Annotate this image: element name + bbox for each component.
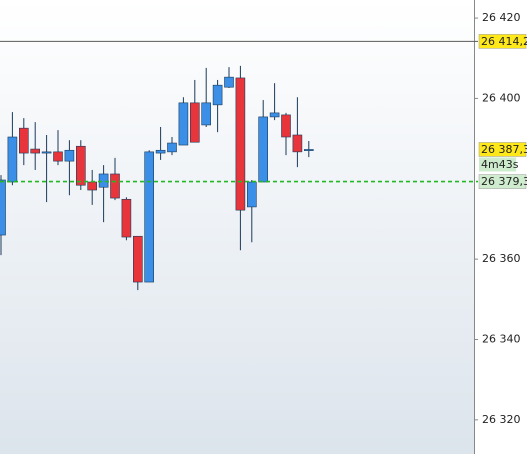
candle-body [269, 112, 280, 118]
candle-body [167, 142, 177, 153]
axis-panel [474, 0, 527, 454]
y-tick-label: 26 340 [482, 332, 521, 345]
candle-body [98, 173, 109, 188]
y-tick-label: 26 400 [482, 91, 521, 104]
candle-body [133, 235, 143, 283]
candle-body [41, 151, 52, 154]
plot-background [0, 0, 474, 454]
candle-body [155, 149, 166, 154]
y-tick-label: 26 320 [482, 413, 521, 426]
candle-body [144, 151, 154, 283]
countdown: 4m43s [481, 158, 519, 171]
candle-body [76, 145, 86, 186]
candle-body [178, 102, 189, 146]
candle-body [303, 149, 314, 151]
candle-body [212, 84, 223, 106]
candle-body [0, 179, 6, 236]
y-tick-label: 26 420 [482, 11, 521, 24]
candle-body [110, 173, 120, 199]
candle-body [247, 181, 257, 208]
candle-body [281, 114, 291, 138]
candle-body [7, 136, 18, 183]
level-label-box [478, 174, 527, 189]
candle-body [258, 116, 269, 183]
level-label-box [478, 142, 527, 157]
level-label: 26 379,3 [481, 175, 527, 188]
level-label: 26 387,3 [481, 143, 527, 156]
candle-body [224, 76, 234, 88]
candle-body [190, 102, 200, 143]
countdown-box [479, 157, 516, 172]
level-label-box [478, 34, 527, 49]
candle-body [121, 198, 132, 238]
candle-body [292, 134, 303, 153]
candle-body [18, 127, 29, 154]
candle-body [64, 149, 75, 162]
level-label: 26 414,2 [481, 35, 527, 48]
candle-body [53, 151, 63, 162]
candle-body [30, 148, 41, 154]
candle-body [87, 181, 97, 191]
candle-body [235, 77, 246, 211]
y-tick-label: 26 360 [482, 252, 521, 265]
candle-body [201, 102, 211, 126]
